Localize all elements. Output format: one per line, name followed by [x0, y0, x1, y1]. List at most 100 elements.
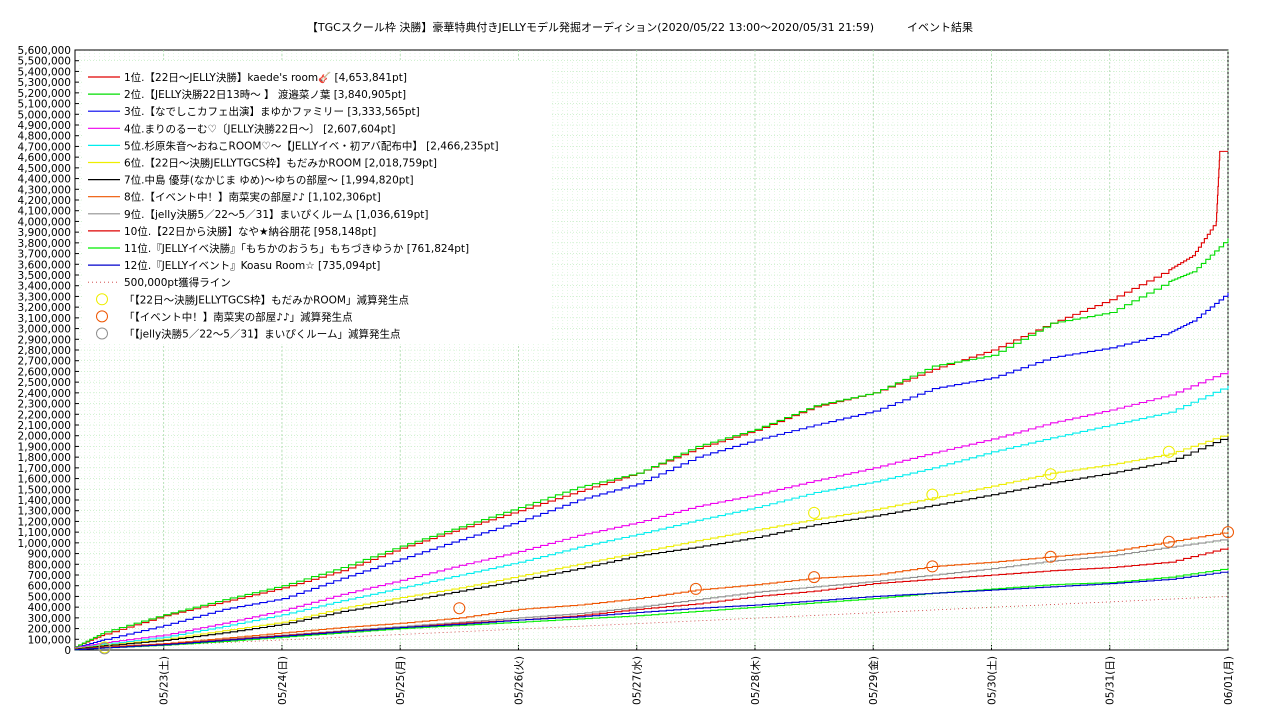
y-tick-label: 4,600,000 — [18, 152, 71, 164]
y-tick-label: 3,800,000 — [18, 238, 71, 250]
y-tick-label: 1,800,000 — [18, 452, 71, 464]
marker-point-2 — [1044, 550, 1057, 563]
x-tick-label: 05/25(月) — [395, 656, 407, 705]
series-line-7 — [75, 436, 1229, 650]
y-tick-label: 3,500,000 — [18, 270, 71, 282]
y-tick-label: 3,700,000 — [18, 249, 71, 261]
y-tick-label: 2,600,000 — [18, 366, 71, 378]
series-line-12 — [75, 571, 1229, 651]
x-tick-label: 06/01(月) — [1223, 656, 1235, 705]
legend-label-2: 2位.【JELLY決勝22日13時〜 】 渡邉菜ノ葉 [3,840,905pt] — [124, 88, 406, 101]
x-tick-label: 05/28(木) — [750, 656, 762, 705]
y-tick-label: 3,200,000 — [18, 302, 71, 314]
y-tick-label: 5,000,000 — [18, 109, 71, 121]
legend-label-6: 6位.【22日〜決勝JELLYTGCS枠】もだみかROOM [2,018,759… — [124, 157, 437, 170]
y-tick-label: 1,700,000 — [18, 463, 71, 475]
series-line-6 — [75, 433, 1229, 649]
legend-label-11: 11位.『JELLYイベ決勝』「もちかのおうち」もちづきゆうか [761,824… — [124, 242, 469, 255]
y-tick-label: 400,000 — [28, 602, 71, 614]
legend-label-reference: 500,000pt獲得ライン — [124, 276, 231, 289]
y-tick-label: 1,600,000 — [18, 474, 71, 486]
y-tick-label: 100,000 — [28, 634, 71, 646]
series-line-10 — [75, 547, 1229, 651]
y-tick-label: 4,300,000 — [18, 184, 71, 196]
y-tick-label: 2,800,000 — [18, 345, 71, 357]
y-tick-label: 1,500,000 — [18, 484, 71, 496]
y-tick-label: 3,000,000 — [18, 324, 71, 336]
y-tick-label: 5,100,000 — [18, 99, 71, 111]
x-tick-label: 05/24(日) — [277, 656, 289, 705]
y-tick-label: 0 — [64, 645, 71, 657]
x-tick-label: 05/30(土) — [985, 656, 998, 705]
legend-label-12: 12位.『JELLYイベント』Koasu Room☆ [735,094pt] — [124, 259, 380, 272]
y-tick-label: 5,600,000 — [18, 45, 71, 57]
y-tick-label: 2,100,000 — [18, 420, 71, 432]
y-tick-label: 200,000 — [28, 624, 71, 636]
legend-label-1: 1位.【22日〜JELLY決勝】kaede's room🎸 [4,653,841… — [124, 71, 407, 84]
legend-label-9: 9位.【jelly決勝5／22〜5／31】まいぴくルーム [1,036,619p… — [124, 208, 428, 221]
y-tick-label: 300,000 — [28, 613, 71, 625]
marker-point-1 — [808, 506, 821, 519]
y-tick-label: 2,400,000 — [18, 388, 71, 400]
y-tick-label: 2,500,000 — [18, 377, 71, 389]
x-tick-label: 05/23(土) — [158, 656, 171, 705]
y-tick-label: 5,500,000 — [18, 56, 71, 68]
legend-label-7: 7位.中島 優芽(なかじま ゆめ)〜ゆちの部屋〜 [1,994,820pt] — [124, 174, 414, 187]
marker-point-1 — [1044, 468, 1057, 481]
legend-label-marker-3: 「【jelly決勝5／22〜5／31】まいぴくルーム」減算発生点 — [124, 328, 400, 341]
y-tick-label: 1,000,000 — [18, 538, 71, 550]
marker-point-2 — [926, 560, 939, 573]
x-tick-label: 05/26(火) — [513, 656, 525, 705]
legend-label-5: 5位.杉原朱音〜おねこROOM♡〜【JELLYイベ・初アバ配布中】 [2,466… — [124, 139, 499, 152]
legend-marker-1 — [96, 293, 108, 306]
legend-marker-2 — [96, 310, 108, 323]
series-line-11 — [75, 568, 1229, 651]
y-tick-label: 1,300,000 — [18, 506, 71, 518]
legend-box — [83, 62, 551, 344]
y-tick-label: 900,000 — [28, 549, 71, 561]
marker-point-1 — [1162, 445, 1175, 458]
legend-label-10: 10位.【22日から決勝】なや★納谷朋花 [958,148pt] — [124, 225, 376, 238]
y-tick-label: 4,400,000 — [18, 174, 71, 186]
y-tick-label: 800,000 — [28, 559, 71, 571]
y-tick-label: 4,500,000 — [18, 163, 71, 175]
legend-label-marker-2: 「【イベント中！】南菜実の部屋♪♪」減算発生点 — [124, 310, 353, 323]
y-tick-label: 4,200,000 — [18, 195, 71, 207]
marker-point-2 — [1222, 526, 1234, 539]
x-tick-label: 05/27(水) — [632, 656, 644, 705]
series-line-8 — [75, 531, 1229, 651]
y-tick-label: 2,000,000 — [18, 431, 71, 443]
series-line-2 — [75, 238, 1229, 648]
legend-label-4: 4位.まりのるーむ♡〔JELLY決勝22日〜〕 [2,607,604pt] — [124, 122, 396, 135]
y-tick-label: 1,900,000 — [18, 441, 71, 453]
y-tick-label: 5,400,000 — [18, 66, 71, 78]
legend-label-3: 3位.【なでしこカフェ出演】まゆかファミリー [3,333,565pt] — [124, 105, 420, 118]
marker-point-2 — [453, 602, 466, 615]
y-tick-label: 600,000 — [28, 581, 71, 593]
marker-point-1 — [926, 488, 939, 501]
marker-point-2 — [1162, 535, 1175, 548]
reference-line-500k — [74, 596, 1229, 650]
legend-label-8: 8位.【イベント中！】南菜実の部屋♪♪ [1,102,306pt] — [124, 191, 381, 204]
y-tick-label: 1,100,000 — [18, 527, 71, 539]
y-tick-label: 1,200,000 — [18, 516, 71, 528]
marker-point-2 — [689, 582, 702, 595]
series-line-3 — [75, 292, 1229, 649]
y-tick-label: 2,900,000 — [18, 334, 71, 346]
y-tick-label: 5,300,000 — [18, 77, 71, 89]
y-tick-label: 4,100,000 — [18, 206, 71, 218]
y-tick-label: 3,600,000 — [18, 259, 71, 271]
marker-point-2 — [808, 571, 821, 584]
series-line-5 — [75, 385, 1229, 649]
y-tick-label: 3,100,000 — [18, 313, 71, 325]
legend-marker-3 — [96, 327, 108, 340]
x-tick-label: 05/31(日) — [1105, 656, 1117, 705]
y-tick-label: 1,400,000 — [18, 495, 71, 507]
marker-point-3 — [98, 642, 111, 655]
y-tick-label: 500,000 — [28, 591, 71, 603]
y-tick-label: 2,700,000 — [18, 356, 71, 368]
y-tick-label: 2,300,000 — [18, 399, 71, 411]
x-tick-label: 05/29(金) — [867, 656, 880, 705]
chart-title: 【TGCスクール枠 決勝】豪華特典付きJELLYモデル発掘オーディション(202… — [306, 21, 974, 34]
